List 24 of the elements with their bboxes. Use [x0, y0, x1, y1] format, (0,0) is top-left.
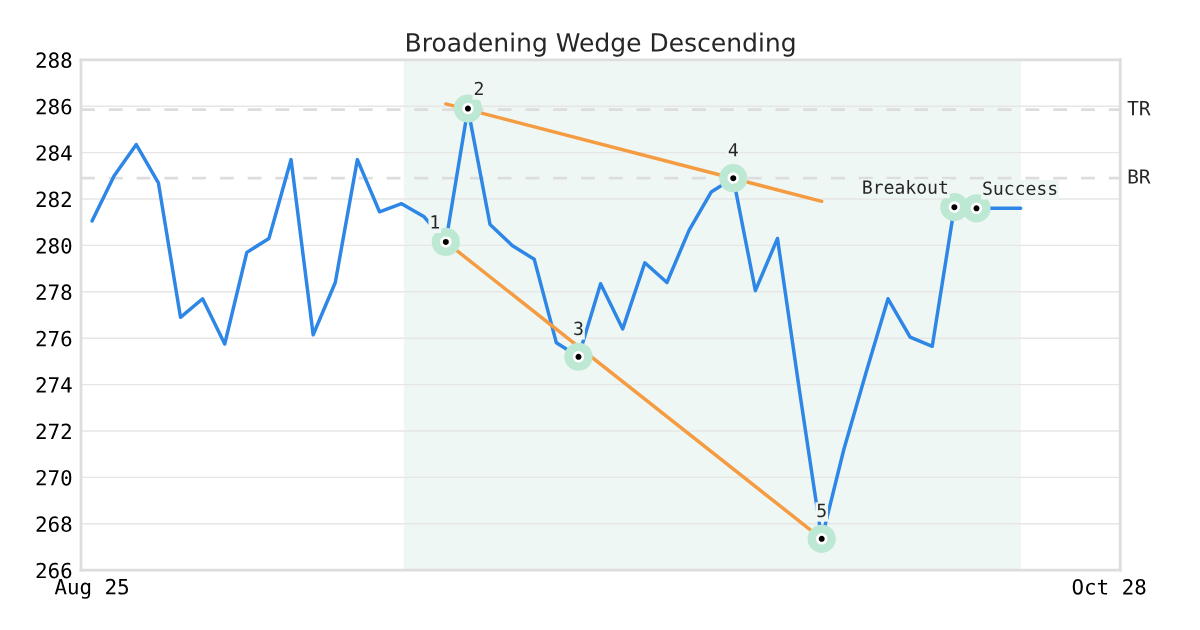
y-tick-label: 276 — [36, 330, 72, 347]
y-tick-label: 284 — [36, 145, 72, 161]
series-label: 5 — [817, 503, 826, 518]
y-tick-label: 282 — [36, 191, 71, 208]
y-tick-label: 278 — [36, 284, 72, 301]
y-tick-label: 268 — [36, 516, 72, 533]
chart-title: Broadening Wedge Descending — [407, 32, 795, 57]
series-label: Success — [983, 181, 1057, 196]
ref-line-label: BR — [1128, 169, 1151, 184]
y-tick-label: 270 — [36, 469, 72, 486]
y-tick-label: 280 — [36, 237, 72, 254]
ref-line-label: TR — [1127, 100, 1151, 116]
x-tick-label: Aug 25 — [54, 578, 129, 599]
x-tick-label: Oct 28 — [1072, 578, 1146, 595]
series-label: 3 — [574, 321, 583, 336]
y-tick-label: 266 — [36, 562, 72, 579]
series-label: Breakout — [863, 179, 948, 194]
series-label: 2 — [474, 81, 483, 96]
y-tick-label: 286 — [36, 98, 72, 115]
y-tick-label: 288 — [36, 52, 72, 69]
series-label: 4 — [728, 143, 738, 157]
series-label: 1 — [431, 215, 440, 229]
y-tick-label: 272 — [36, 423, 71, 439]
y-tick-label: 274 — [36, 377, 72, 393]
